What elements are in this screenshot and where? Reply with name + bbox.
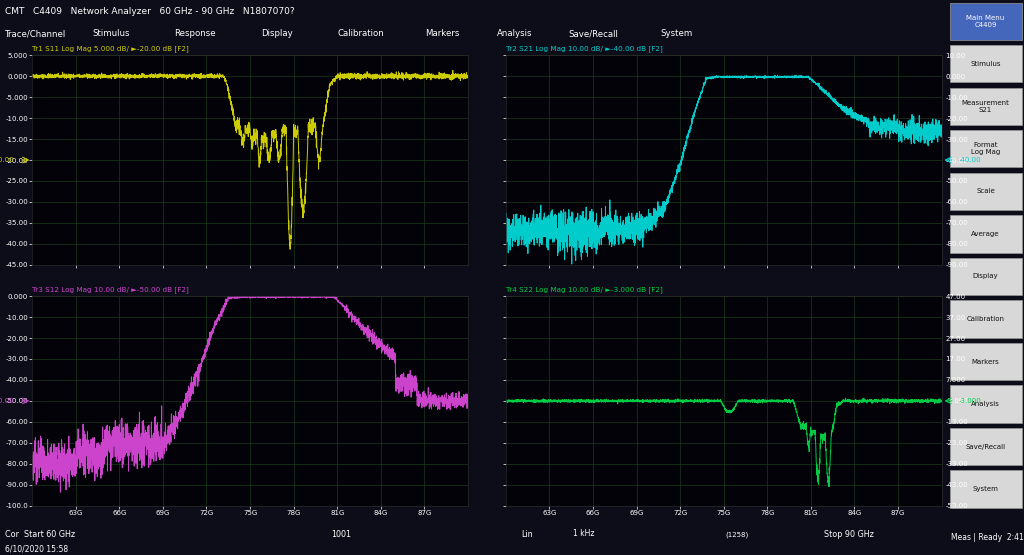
Text: Save/Recall: Save/Recall: [966, 443, 1006, 450]
Text: -3.000: -3.000: [958, 398, 982, 404]
Bar: [949, 215, 1022, 253]
Text: Markers: Markers: [972, 359, 999, 365]
Text: 6/10/2020 15:58: 6/10/2020 15:58: [5, 544, 68, 554]
Bar: [949, 471, 1022, 508]
Text: Lin: Lin: [521, 529, 532, 539]
Text: Display: Display: [261, 29, 293, 38]
Bar: [949, 258, 1022, 295]
Text: Markers: Markers: [425, 29, 460, 38]
Text: -40.00: -40.00: [958, 157, 982, 163]
Bar: [949, 130, 1022, 168]
Bar: [949, 88, 1022, 125]
Text: Tr3 S12 Log Mag 10.00 dB/ ►-50.00 dB [F2]: Tr3 S12 Log Mag 10.00 dB/ ►-50.00 dB [F2…: [32, 286, 189, 293]
Text: Tr1 S11 Log Mag 5.000 dB/ ►-20.00 dB [F2]: Tr1 S11 Log Mag 5.000 dB/ ►-20.00 dB [F2…: [32, 46, 189, 52]
Bar: [949, 45, 1022, 83]
Text: Scale: Scale: [976, 188, 995, 194]
Bar: [949, 300, 1022, 337]
Text: 1 kHz: 1 kHz: [573, 529, 594, 538]
Text: Cor  Start 60 GHz: Cor Start 60 GHz: [5, 529, 75, 539]
Text: Tr2 S21 Log Mag 10.00 dB/ ►-40.00 dB [F2]: Tr2 S21 Log Mag 10.00 dB/ ►-40.00 dB [F2…: [506, 46, 663, 52]
Text: Main Menu
C4409: Main Menu C4409: [967, 15, 1005, 28]
Text: Calibration: Calibration: [967, 316, 1005, 322]
Text: Display: Display: [973, 274, 998, 280]
Text: Meas | Ready  2:41:1: Meas | Ready 2:41:1: [951, 533, 1024, 542]
Text: Format
Log Mag: Format Log Mag: [971, 142, 1000, 155]
Text: System: System: [973, 486, 998, 492]
Bar: [949, 385, 1022, 423]
Text: Stimulus: Stimulus: [92, 29, 130, 38]
Bar: [949, 3, 1022, 40]
Text: Analysis: Analysis: [497, 29, 532, 38]
Text: Stop 90 GHz: Stop 90 GHz: [824, 529, 873, 539]
Text: Save/Recall: Save/Recall: [568, 29, 618, 38]
Bar: [949, 173, 1022, 210]
Bar: [949, 343, 1022, 380]
Text: —   □   ×: — □ ×: [952, 7, 998, 17]
Text: -20.00: -20.00: [0, 157, 14, 163]
Text: Tr4 S22 Log Mag 10.00 dB/ ►-3.000 dB [F2]: Tr4 S22 Log Mag 10.00 dB/ ►-3.000 dB [F2…: [506, 286, 663, 293]
Text: (1258): (1258): [726, 531, 749, 538]
Text: Response: Response: [174, 29, 216, 38]
Text: Average: Average: [972, 231, 999, 237]
Text: Calibration: Calibration: [338, 29, 385, 38]
Text: CMT   C4409   Network Analyzer   60 GHz - 90 GHz   N1807070?: CMT C4409 Network Analyzer 60 GHz - 90 G…: [5, 7, 295, 16]
Text: -50.00: -50.00: [0, 398, 14, 404]
Text: Measurement
S21: Measurement S21: [962, 100, 1010, 113]
Text: System: System: [660, 29, 692, 38]
Text: 1001: 1001: [332, 529, 351, 539]
Text: Analysis: Analysis: [971, 401, 1000, 407]
Text: Stimulus: Stimulus: [971, 61, 1000, 67]
Bar: [949, 428, 1022, 465]
Text: Trace/Channel: Trace/Channel: [5, 29, 67, 38]
